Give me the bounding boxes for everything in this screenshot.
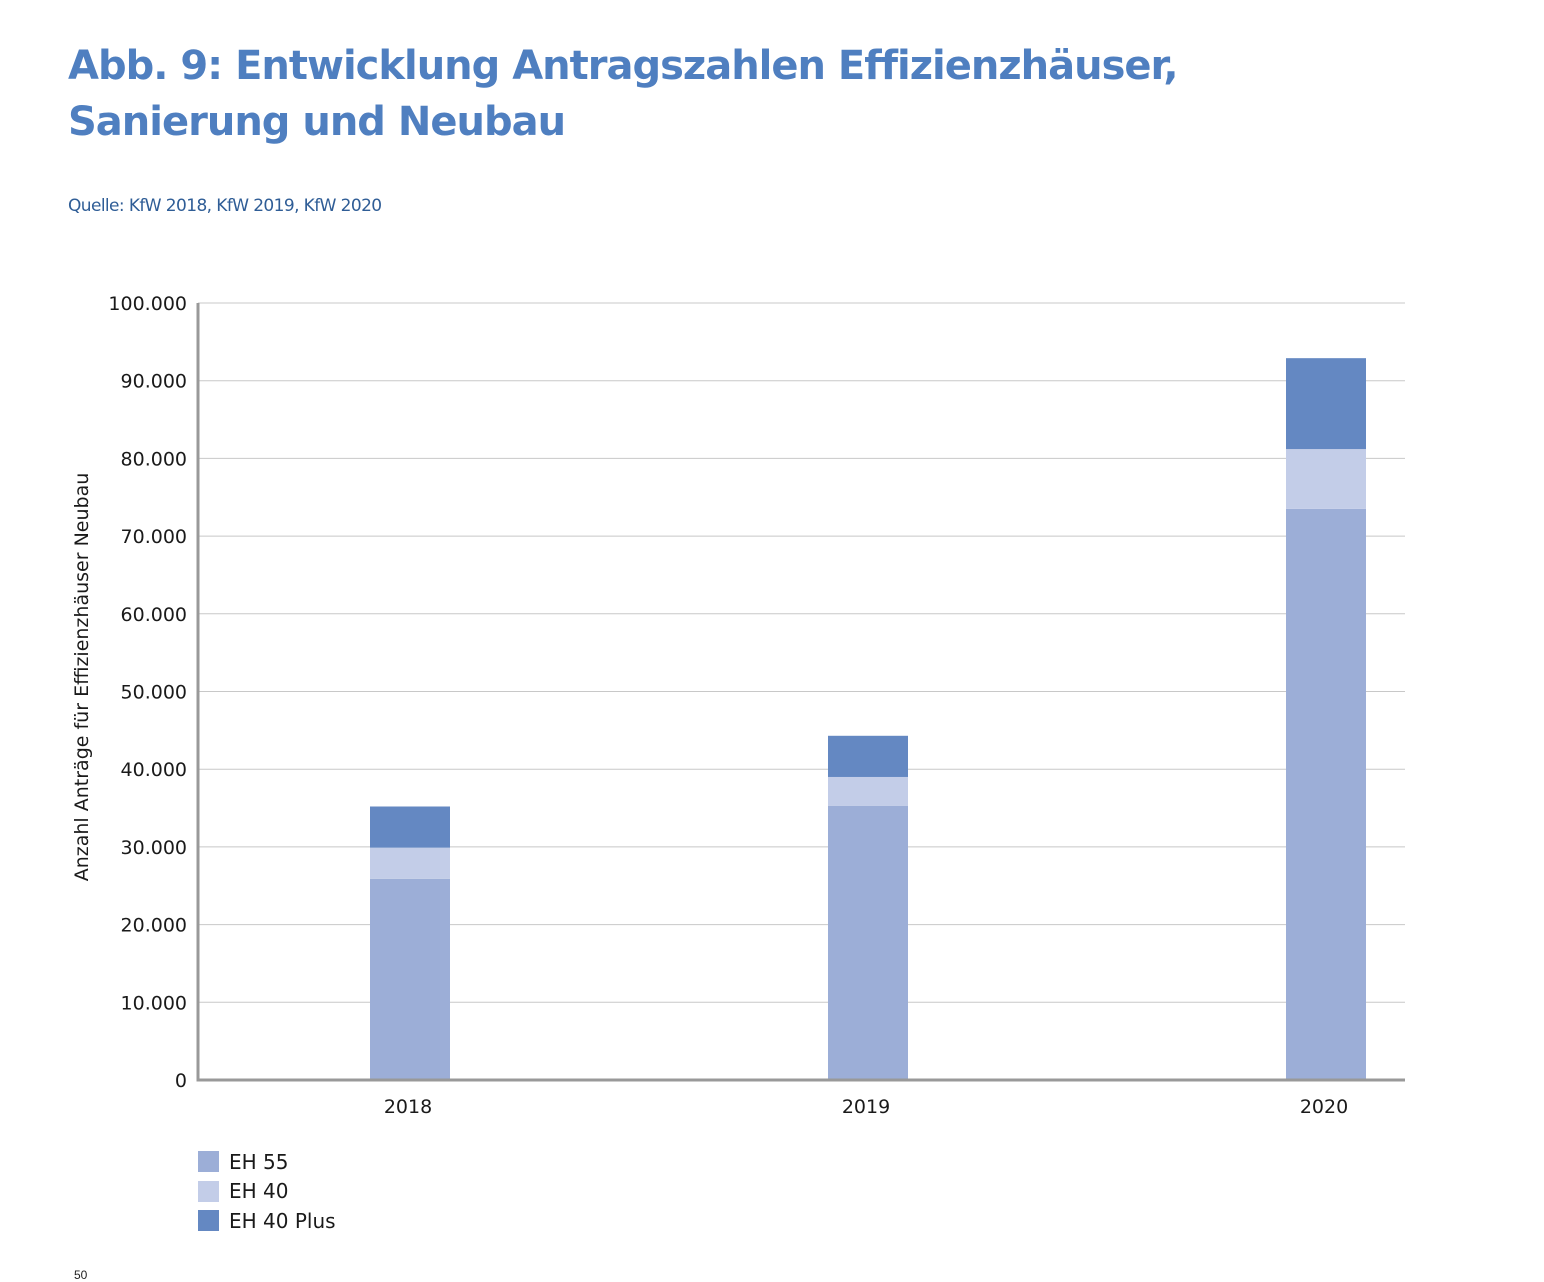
legend-item: EH 40 Plus	[198, 1206, 336, 1236]
legend-item: EH 55	[198, 1147, 336, 1177]
bar-2019-eh-55	[828, 805, 908, 1080]
legend: EH 55 EH 40 EH 40 Plus	[198, 1147, 336, 1236]
x-tick-label: 2019	[842, 1096, 890, 1118]
x-tick-label: 2018	[384, 1096, 432, 1118]
y-tick-label: 80.000	[121, 448, 187, 470]
legend-swatch-eh40plus	[198, 1210, 219, 1232]
legend-item: EH 40	[198, 1177, 336, 1207]
bar-2020-eh-40	[1286, 449, 1366, 509]
axes	[196, 303, 1405, 1082]
y-tick-label: 20.000	[121, 915, 187, 937]
legend-label: EH 55	[229, 1149, 289, 1174]
bar-2018-eh-40-plus	[370, 806, 450, 848]
y-tick-label: 30.000	[121, 837, 187, 859]
bar-2019-eh-40	[828, 776, 908, 806]
source-note: Quelle: KfW 2018, KfW 2019, KfW 2020	[68, 196, 382, 216]
y-tick-label: 90.000	[121, 371, 187, 393]
y-tick-label: 0	[175, 1070, 187, 1092]
x-tick-label: 2020	[1300, 1096, 1348, 1118]
y-tick-label: 10.000	[121, 992, 187, 1014]
y-tick-label: 60.000	[121, 604, 187, 626]
y-tick-label: 100.000	[108, 293, 187, 315]
y-axis-label: Anzahl Anträge für Effizienzhäuser Neuba…	[71, 473, 93, 882]
bar-2020-eh-40-plus	[1286, 358, 1366, 450]
y-tick-label: 70.000	[121, 526, 187, 548]
bar-2020-eh-55	[1286, 508, 1366, 1080]
y-tick-label: 40.000	[121, 759, 187, 781]
chart-title: Abb. 9: Entwicklung Antragszahlen Effizi…	[68, 43, 1179, 145]
bar-2018-eh-40	[370, 847, 450, 879]
bar-2018-eh-55	[370, 878, 450, 1080]
legend-label: EH 40 Plus	[229, 1208, 336, 1233]
bar-2019-eh-40-plus	[828, 735, 908, 777]
y-tick-labels: 0 10.000 20.000 30.000 40.000 50.000 60.000 70.…	[108, 293, 187, 1092]
legend-label: EH 40	[229, 1179, 289, 1204]
legend-swatch-eh55	[198, 1151, 219, 1173]
bars	[370, 358, 1366, 1080]
x-tick-labels: 2018 2019 2020	[384, 1096, 1348, 1118]
y-tick-label: 50.000	[121, 682, 187, 704]
page-number-fragment: 50	[74, 1268, 88, 1282]
legend-swatch-eh40	[198, 1180, 219, 1202]
